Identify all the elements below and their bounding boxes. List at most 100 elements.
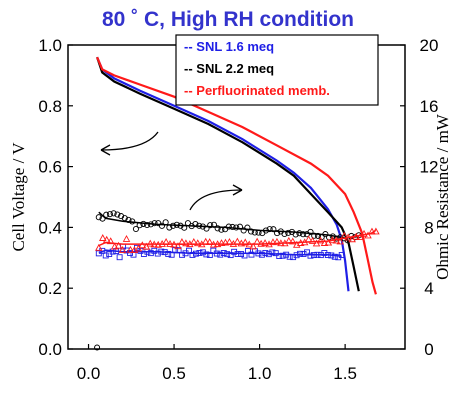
resistance-point [314, 232, 322, 239]
resistance-point [344, 233, 352, 241]
resistance-point [99, 247, 106, 254]
resistance-point [136, 222, 143, 229]
resistance-point [146, 239, 155, 247]
resistance-point [201, 237, 210, 245]
resistance-point [205, 238, 214, 246]
resistance-point [166, 224, 173, 231]
resistance-point [336, 237, 345, 245]
resistance-point [262, 227, 269, 234]
x-tick-label: 1.5 [333, 364, 357, 383]
y-axis-left-label: Cell Voltage / V [9, 142, 28, 252]
resistance-point [170, 222, 177, 229]
resistance-point [274, 230, 281, 237]
resistance-point [245, 248, 251, 254]
resistance-point [241, 252, 248, 259]
resistance-point [175, 247, 182, 254]
resistance-point [328, 252, 335, 259]
resistance-point [276, 253, 283, 259]
resistance-point [186, 247, 192, 254]
resistance-point [129, 218, 136, 225]
resistance-point [181, 224, 188, 231]
resistance-point [95, 243, 103, 251]
origin-point [94, 344, 101, 351]
resistance-point [99, 215, 106, 222]
legend-entry: -- SNL 2.2 meq [184, 61, 274, 76]
resistance-point [279, 252, 286, 259]
legend-box [175, 34, 379, 106]
resistance-point [241, 238, 250, 246]
resistance-line-0 [98, 249, 342, 258]
resistance-point [214, 225, 221, 232]
y-left-tick-label: 0.6 [38, 158, 62, 177]
resistance-point [121, 215, 128, 222]
resistance-point [158, 248, 165, 255]
resistance-point [255, 250, 262, 257]
resistance-point [266, 226, 273, 233]
resistance-point [162, 219, 169, 226]
resistance-point [259, 230, 266, 237]
resistance-point [265, 251, 272, 258]
resistance-point [249, 242, 257, 250]
resistance-point [147, 221, 154, 228]
resistance-point [190, 238, 198, 245]
resistance-point [102, 252, 109, 259]
resistance-point [225, 223, 232, 230]
y-right-tick-label: 16 [420, 97, 439, 116]
legend-entry: -- SNL 1.6 meq [184, 39, 274, 54]
resistance-point [174, 242, 182, 250]
resistance-point [292, 231, 299, 238]
resistance-point [165, 250, 172, 257]
y-left-tick-label: 0.8 [38, 97, 62, 116]
resistance-point [233, 224, 240, 231]
resistance-point [236, 223, 243, 230]
resistance-point [98, 234, 107, 241]
resistance-point [240, 227, 247, 234]
resistance-point [337, 234, 344, 241]
resistance-point [118, 245, 127, 253]
resistance-point [364, 231, 372, 239]
resistance-point [320, 239, 329, 246]
resistance-point [138, 241, 147, 249]
resistance-point [217, 239, 226, 246]
resistance-point [257, 239, 265, 247]
resistance-point [210, 221, 217, 228]
voltage-line-2 [96, 56, 377, 295]
resistance-point [140, 220, 147, 227]
resistance-point [220, 250, 227, 256]
resistance-line-1 [98, 211, 359, 239]
resistance-point [372, 227, 380, 235]
resistance-point [258, 251, 265, 258]
resistance-point [170, 240, 178, 248]
resistance-point [114, 211, 121, 218]
chart-title: 80 ˚ C, High RH condition [102, 8, 354, 31]
legend-entry: -- Perfluorinated memb. [184, 83, 330, 98]
resistance-point [368, 227, 376, 235]
resistance-point [192, 221, 199, 228]
resistance-point [328, 236, 337, 244]
resistance-point [227, 252, 234, 259]
resistance-point [179, 251, 186, 258]
resistance-point [125, 216, 132, 223]
resistance-point [293, 252, 300, 259]
resistance-point [253, 237, 261, 245]
resistance-point [162, 238, 170, 245]
y-right-tick-label: 0 [424, 340, 433, 359]
resistance-point [340, 231, 349, 239]
resistance-point [218, 226, 225, 233]
x-tick-label: 0.5 [162, 364, 186, 383]
resistance-point [300, 231, 307, 238]
y-left-tick-label: 0.2 [38, 279, 62, 298]
resistance-point [225, 237, 234, 245]
y-left-tick-label: 1.0 [38, 36, 62, 55]
resistance-point [103, 211, 110, 218]
resistance-point [151, 220, 158, 227]
y-right-tick-label: 8 [424, 218, 433, 237]
resistance-point [182, 239, 190, 247]
resistance-point [352, 232, 360, 240]
resistance-point [106, 237, 115, 245]
y-right-tick-label: 12 [420, 158, 439, 177]
resistance-point [207, 222, 214, 229]
resistance-point [161, 249, 168, 256]
